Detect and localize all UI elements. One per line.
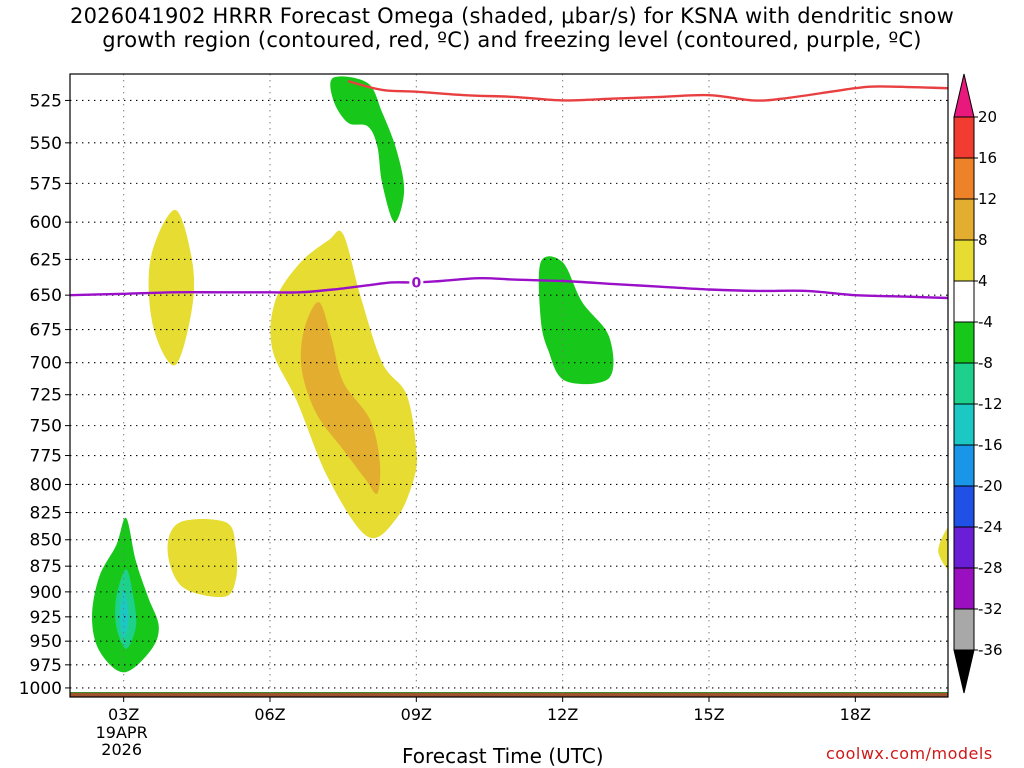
x-tick-label: 06Z: [254, 705, 285, 724]
freezing-level-label: 0: [411, 275, 421, 291]
colorbar-bin: [953, 485, 975, 528]
y-tick-label: 1000: [19, 679, 62, 699]
y-tick-label: 875: [30, 557, 62, 577]
y-tick-label: 750: [30, 417, 62, 437]
freezing-level-label-bg: [409, 273, 424, 290]
omega-region-orange-0700: [300, 302, 381, 495]
colorbar-bin: [953, 116, 975, 159]
colorbar-bin: [953, 403, 975, 446]
colorbar-tick-label: -36: [978, 641, 1003, 659]
y-tick-label: 625: [30, 250, 62, 270]
colorbar-over-arrow: [953, 73, 975, 118]
y-tick-label: 775: [30, 447, 62, 467]
y-tick-label: 725: [30, 386, 62, 406]
colorbar-tick-label: 20: [978, 108, 997, 126]
y-tick-label: 800: [30, 475, 62, 495]
colorbar-bin: [953, 321, 975, 364]
credit-link[interactable]: coolwx.com/models: [826, 744, 993, 763]
colorbar-tick-label: -28: [978, 559, 1003, 577]
colorbar-tick-label: -32: [978, 600, 1003, 618]
colorbar-bin: [953, 608, 975, 651]
x-tick-date-label: 19APR: [96, 723, 148, 742]
chart-title: 2026041902 HRRR Forecast Omega (shaded, …: [0, 4, 1024, 52]
colorbar-tick-label: -12: [978, 395, 1003, 413]
dgz-contour-line: [347, 79, 948, 102]
y-tick-label: 825: [30, 504, 62, 524]
y-tick-label: 975: [30, 656, 62, 676]
x-tick-label: 15Z: [693, 705, 724, 724]
omega-region-yellow-1930-low: [938, 527, 948, 570]
x-tick-label: 03Z: [108, 705, 139, 724]
y-tick-label: 700: [30, 354, 62, 374]
x-tick-label: 18Z: [840, 705, 871, 724]
colorbar-bin: [953, 444, 975, 487]
y-tick-label: 950: [30, 632, 62, 652]
y-tick-label: 600: [30, 213, 62, 233]
colorbar-bin: [953, 157, 975, 200]
plot-frame: [69, 73, 949, 698]
colorbar-tick-label: -24: [978, 518, 1003, 536]
x-tick-label: 12Z: [547, 705, 578, 724]
omega-region-yellow-0400: [148, 209, 195, 366]
colorbar-bin: [953, 567, 975, 610]
colorbar-tick-label: -4: [978, 313, 993, 331]
title-line-1: 2026041902 HRRR Forecast Omega (shaded, …: [70, 4, 954, 28]
colorbar-under-arrow: [953, 649, 975, 694]
y-tick-label: 575: [30, 174, 62, 194]
y-tick-label: 650: [30, 286, 62, 306]
x-tick-date-label: 2026: [101, 740, 142, 759]
x-axis-label: Forecast Time (UTC): [402, 744, 604, 768]
colorbar-bin: [953, 526, 975, 569]
colorbar-tick-label: 12: [978, 190, 997, 208]
colorbar-tick-label: -8: [978, 354, 993, 372]
y-tick-label: 550: [30, 134, 62, 154]
y-tick-label: 925: [30, 608, 62, 628]
colorbar-bin: [953, 362, 975, 405]
y-tick-label: 900: [30, 583, 62, 603]
colorbar-bin: [953, 280, 975, 323]
colorbar-tick-label: 8: [978, 231, 988, 249]
y-tick-label: 675: [30, 321, 62, 341]
y-tick-label: 525: [30, 91, 62, 111]
omega-region-green-1130: [538, 256, 614, 385]
colorbar-tick-label: 4: [978, 272, 988, 290]
title-line-2: growth region (contoured, red, ºC) and f…: [102, 28, 922, 52]
terrain-band: [70, 692, 948, 697]
colorbar-bin: [953, 198, 975, 241]
freezing-level-line: [70, 276, 948, 300]
colorbar-tick-label: -16: [978, 436, 1003, 454]
y-tick-label: 850: [30, 531, 62, 551]
omega-region-green-0730-top: [330, 76, 405, 223]
colorbar-tick-label: -20: [978, 477, 1003, 495]
x-tick-label: 09Z: [401, 705, 432, 724]
colorbar-bin: [953, 239, 975, 282]
omega-region-yellow-0430-low: [167, 519, 238, 598]
colorbar-tick-label: 16: [978, 149, 997, 167]
